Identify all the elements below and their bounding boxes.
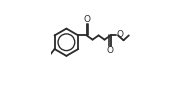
Text: O: O xyxy=(116,30,123,39)
Text: O: O xyxy=(106,46,113,55)
Text: O: O xyxy=(84,15,91,23)
